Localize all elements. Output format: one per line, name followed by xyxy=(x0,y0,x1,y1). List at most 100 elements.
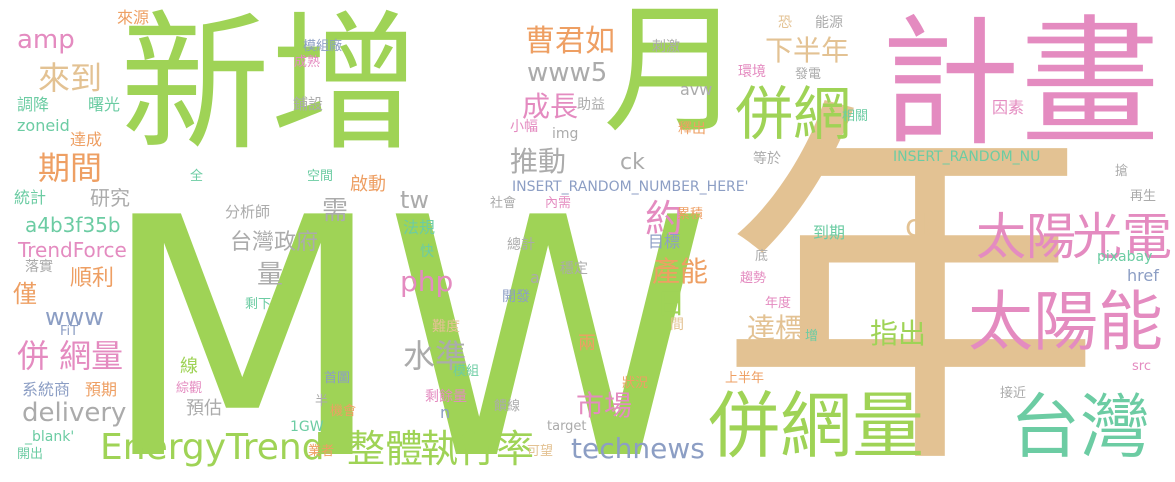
word-dacheng: 達成 xyxy=(70,130,103,149)
word-cb: cb xyxy=(905,209,941,244)
word-zoneid: zoneid xyxy=(17,116,70,135)
word-pushe: 鋪設 xyxy=(293,95,324,113)
word-mw: MW xyxy=(100,148,712,482)
word-energytrend: EnergyTrend xyxy=(100,427,325,468)
word-bing-wangliang: 併 網量 xyxy=(17,337,124,375)
word-liang: 量 xyxy=(257,260,284,290)
word-jin: 僅 xyxy=(13,280,37,308)
word-taiyangneng: 太陽能 xyxy=(968,285,1164,360)
word-ciji: 刺激 xyxy=(652,39,680,55)
word-php: php xyxy=(400,265,454,298)
word-n: n xyxy=(440,403,451,422)
word-laiyuan: 來源 xyxy=(117,8,150,27)
word-faguei: 法規 xyxy=(403,218,436,237)
word-yanjiu: 研究 xyxy=(90,186,130,210)
word-www5: www5 xyxy=(527,58,608,88)
word-blank: _blank' xyxy=(25,429,75,445)
word-xitongshang: 系統商 xyxy=(22,380,71,399)
word-insert-here: INSERT_RANDOM_NUMBER_HERE' xyxy=(512,179,749,195)
word-avw: avw xyxy=(680,80,713,99)
word-fit: FiT xyxy=(60,324,79,339)
word-insert-nu: INSERT_RANDOM_NU xyxy=(893,149,1041,165)
word-kewang: 可望 xyxy=(527,444,554,459)
word-img: img xyxy=(552,126,579,142)
word-qushi: 趨勢 xyxy=(740,271,767,286)
word-shoutu: 首圖 xyxy=(324,371,351,386)
word-zhuyi: 助益 xyxy=(577,97,605,113)
word-ban: 半 xyxy=(315,394,329,409)
word-ck: ck xyxy=(620,150,645,175)
word-qidong: 啟動 xyxy=(350,174,386,195)
word-delivery: delivery xyxy=(22,398,127,428)
word-bingwangliang-large: 併網量 xyxy=(708,384,925,468)
word-mozu: 模組 xyxy=(453,364,480,379)
word-kuai: 快 xyxy=(420,244,434,260)
word-shengyuliang: 剩餘量 xyxy=(425,389,467,405)
word-www: www xyxy=(45,303,104,331)
word-jihua: 計畫 xyxy=(880,3,1161,166)
word-kaifa: 開發 xyxy=(502,289,530,305)
word-zongji: 總計 xyxy=(507,237,535,253)
word-shuguang: 曙光 xyxy=(88,95,121,114)
word-1gw: 1GW xyxy=(290,419,324,435)
word-channeng: 產能 xyxy=(652,255,709,288)
word-zongguan: 綜觀 xyxy=(176,381,203,396)
word-leiji: 累積 xyxy=(677,207,704,222)
word-href: href xyxy=(1127,266,1159,285)
word-shangbannian: 上半年 xyxy=(725,371,765,386)
word-jiejin: 接近 xyxy=(1000,386,1027,401)
word-shengxia: 剩下 xyxy=(245,297,272,312)
word-chengzhang: 成長 xyxy=(522,90,579,123)
word-xu: 需 xyxy=(322,196,349,226)
word-quan: 全 xyxy=(190,169,204,184)
word-trendforce: TrendForce xyxy=(18,238,127,262)
word-taiwanzhengfu: 台灣政府 xyxy=(230,230,319,255)
word-mozuchang: 模組廠 xyxy=(303,39,343,54)
word-yue-about: 約 xyxy=(645,197,684,241)
word-yugu: 預估 xyxy=(186,398,222,419)
word-src: src xyxy=(1132,359,1151,374)
word-xiangguan: 相關 xyxy=(842,109,869,124)
word-qiang: 搶 xyxy=(1115,164,1129,179)
word-zhuangkuang: 狀況 xyxy=(622,376,649,391)
word-a4b3f35b: a4b3f35b xyxy=(25,213,121,237)
word-technews: technews xyxy=(571,432,705,465)
word-luoshi: 落實 xyxy=(25,259,53,275)
word-daoqi: 到期 xyxy=(813,223,846,242)
word-yinsu: 因素 xyxy=(992,98,1025,117)
word-qijian: 期間 xyxy=(38,149,103,187)
word-shichang: 市場 xyxy=(576,389,633,422)
word-pixabay: pixabay xyxy=(1097,249,1153,265)
word-huanjing: 環境 xyxy=(738,64,766,80)
word-taiyang: 太陽 xyxy=(976,208,1076,266)
word-nengyuan: 能源 xyxy=(815,15,843,31)
word-nandu: 難度 xyxy=(432,319,460,335)
word-dengyu: 等於 xyxy=(753,151,781,167)
word-kongjian: 空間 xyxy=(307,169,334,184)
word-kuixian: 饋線 xyxy=(494,399,521,414)
word-tuidong: 推動 xyxy=(510,145,567,178)
word-a: a xyxy=(530,268,540,287)
word-jian: 間 xyxy=(670,317,684,333)
word-tiaojiang: 調降 xyxy=(17,95,50,114)
word-kaichu: 開出 xyxy=(17,447,44,462)
word-tw: tw xyxy=(400,186,430,214)
word-zhichu: 指出 xyxy=(870,317,927,350)
word-target: target xyxy=(547,419,587,434)
word-chengshu: 成熟 xyxy=(294,55,321,70)
word-guangdian: 光電 xyxy=(1072,208,1172,266)
word-di: 底 xyxy=(755,249,769,264)
word-zaisheng: 再生 xyxy=(1130,189,1157,204)
word-xinzeng: 新增 xyxy=(120,0,421,172)
word-shichu: 釋出 xyxy=(678,121,706,137)
word-ri: 日 xyxy=(657,287,686,320)
word-jihui: 機會 xyxy=(330,404,357,419)
word-shuizhun: 水準 xyxy=(403,337,468,375)
word-yuqi: 預期 xyxy=(85,380,118,399)
word-tongji: 統計 xyxy=(14,188,47,207)
word-bingwang: 併網 xyxy=(735,80,852,148)
word-fenxishi: 分析師 xyxy=(225,203,271,221)
word-neixu: 內需 xyxy=(545,196,572,211)
word-taiwan: 台灣 xyxy=(1010,386,1150,468)
word-caojunru: 曹君如 xyxy=(525,24,615,59)
